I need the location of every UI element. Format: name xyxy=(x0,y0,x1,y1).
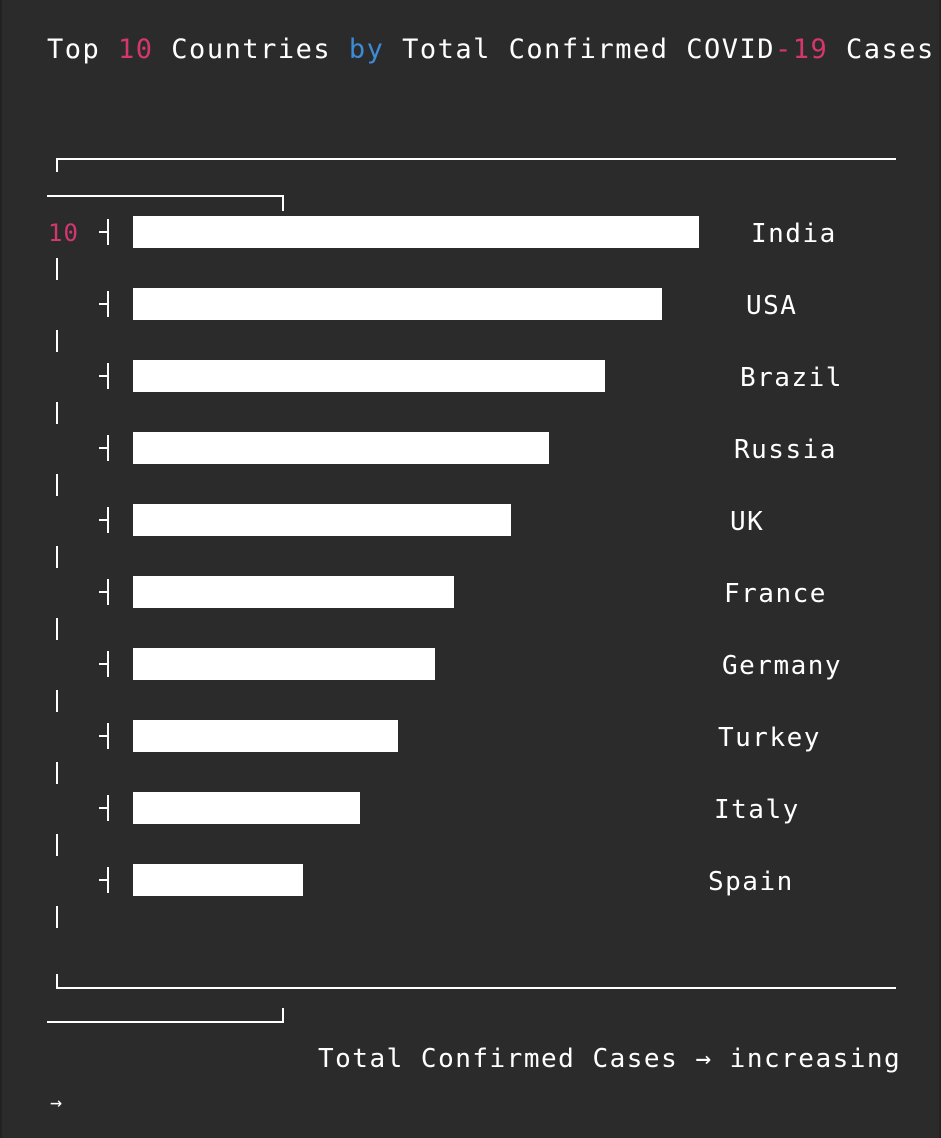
tick-spain xyxy=(99,867,109,893)
label-usa: USA xyxy=(746,291,797,321)
title-text-4: Cases xyxy=(828,34,935,65)
title-text-2: Countries xyxy=(153,34,349,65)
tick-turkey xyxy=(99,723,109,749)
frame-edge-right xyxy=(939,0,941,1138)
label-brazil: Brazil xyxy=(740,363,843,393)
bottom-frame-line xyxy=(56,974,896,989)
label-turkey: Turkey xyxy=(718,723,821,753)
bar-spain xyxy=(133,864,303,896)
tick-italy xyxy=(99,795,109,821)
bar-italy xyxy=(133,792,360,824)
bar-usa xyxy=(133,288,662,320)
bar-india xyxy=(133,216,699,248)
tick-russia xyxy=(99,435,109,461)
tick-brazil xyxy=(99,363,109,389)
x-axis-label: Total Confirmed Cases → increasing xyxy=(318,1044,902,1074)
bar-uk xyxy=(133,504,511,536)
bar-brazil xyxy=(133,360,605,392)
tick-france xyxy=(99,579,109,605)
top-frame-line xyxy=(56,158,896,172)
tick-germany xyxy=(99,651,109,677)
label-india: India xyxy=(751,219,837,249)
label-spain: Spain xyxy=(708,867,794,897)
title-text-3: Total Confirmed COVID xyxy=(384,34,775,65)
arrow-glyph: → xyxy=(50,1090,63,1114)
label-russia: Russia xyxy=(734,435,837,465)
title-text-1: Top xyxy=(47,34,119,65)
title-keyword: by xyxy=(348,34,385,65)
country-labels: India USA Brazil Russia UK France Germany Turke… xyxy=(708,219,843,897)
tick-usa xyxy=(99,291,109,317)
frame-edge-left xyxy=(0,0,2,1138)
top-frame-bracket xyxy=(47,195,284,211)
y-axis-ticks xyxy=(99,219,109,893)
bar-france xyxy=(133,576,454,608)
tick-uk xyxy=(99,507,109,533)
bar-turkey xyxy=(133,720,398,752)
y-tick-label: 10 xyxy=(48,219,79,247)
bottom-frame-bracket xyxy=(47,1008,284,1023)
bars-group xyxy=(133,216,699,896)
title-number: 10 xyxy=(118,34,154,65)
label-italy: Italy xyxy=(714,795,800,825)
bar-germany xyxy=(133,648,435,680)
label-france: France xyxy=(724,579,827,609)
chart-title: Top 10 Countries by Total Confirmed COVI… xyxy=(47,34,935,65)
label-germany: Germany xyxy=(722,651,842,681)
label-uk: UK xyxy=(730,507,764,537)
bar-russia xyxy=(133,432,549,464)
title-number-2: -19 xyxy=(775,34,829,65)
tick-india xyxy=(99,219,109,245)
